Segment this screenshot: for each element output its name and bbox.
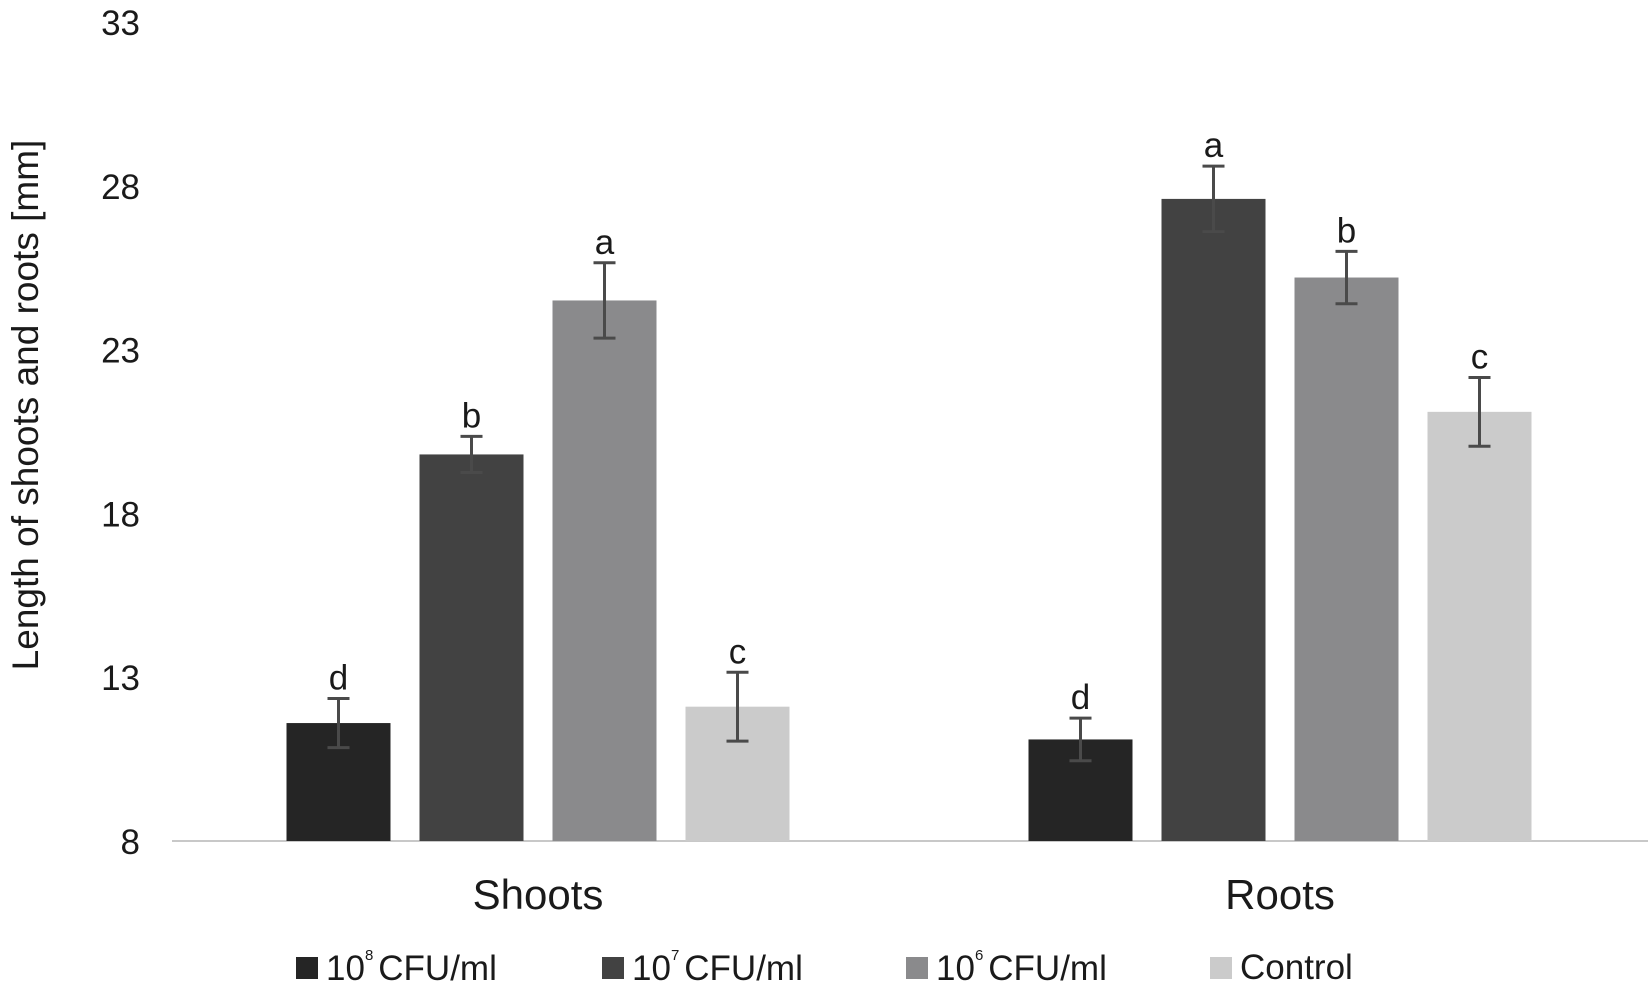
legend-swatch — [602, 956, 624, 979]
x-category-label: Roots — [1225, 871, 1335, 918]
y-axis-title: Length of shoots and roots [mm] — [5, 140, 46, 671]
significance-letters: d d b a a b c c — [329, 126, 1488, 717]
legend: 108 CFU/ml 107 CFU/ml 106 CFU/ml Control — [0, 935, 1648, 1000]
significance-letter: c — [1471, 337, 1489, 376]
x-axis-categories: Shoots Roots — [473, 871, 1335, 918]
significance-letter: c — [729, 632, 747, 671]
legend-swatch — [906, 956, 928, 979]
x-category-label: Shoots — [473, 871, 604, 918]
significance-letter: d — [1071, 678, 1090, 717]
legend-label: 107 CFU/ml — [632, 947, 803, 989]
legend-base: 10 — [326, 948, 365, 988]
legend-exponent: 6 — [974, 946, 984, 964]
significance-letter: a — [1204, 126, 1224, 165]
significance-letter: b — [462, 396, 481, 435]
y-tick-label: 13 — [101, 659, 140, 698]
bar — [1294, 277, 1399, 841]
y-tick-label: 28 — [101, 168, 140, 207]
y-tick-label: 33 — [101, 4, 140, 43]
legend-base: 10 — [936, 948, 975, 988]
legend-unit: CFU/ml — [684, 948, 803, 988]
legend-exponent: 8 — [364, 946, 374, 964]
legend-item: 107 CFU/ml — [602, 935, 803, 1000]
y-axis-ticks: 8 13 18 23 28 33 — [101, 4, 140, 862]
legend-unit: CFU/ml — [988, 948, 1107, 988]
legend-item: 108 CFU/ml — [296, 935, 497, 1000]
bar-chart: Length of shoots and roots [mm] 8 13 18 23 2… — [5, 4, 1648, 918]
error-bars — [327, 164, 1491, 763]
bars — [286, 198, 1532, 842]
bar — [1427, 411, 1532, 841]
legend-item: 106 CFU/ml — [906, 935, 1107, 1000]
y-tick-label: 18 — [101, 495, 140, 534]
legend-label: 108 CFU/ml — [326, 947, 497, 989]
y-tick-label: 8 — [121, 823, 140, 862]
y-tick-label: 23 — [101, 332, 140, 371]
legend-swatch — [296, 956, 318, 979]
legend-label: 106 CFU/ml — [936, 947, 1107, 989]
legend-item: Control — [1210, 935, 1353, 1000]
significance-letter: b — [1337, 211, 1356, 250]
bar — [419, 454, 524, 841]
legend-label: Control — [1240, 948, 1353, 988]
legend-swatch — [1210, 956, 1232, 979]
legend-exponent: 7 — [670, 946, 680, 964]
bar — [552, 300, 657, 842]
significance-letter: d — [329, 658, 348, 697]
legend-unit: Control — [1240, 947, 1353, 987]
significance-letter: a — [595, 223, 615, 262]
legend-unit: CFU/ml — [378, 948, 497, 988]
legend-base: 10 — [632, 948, 671, 988]
bar — [1161, 198, 1266, 842]
